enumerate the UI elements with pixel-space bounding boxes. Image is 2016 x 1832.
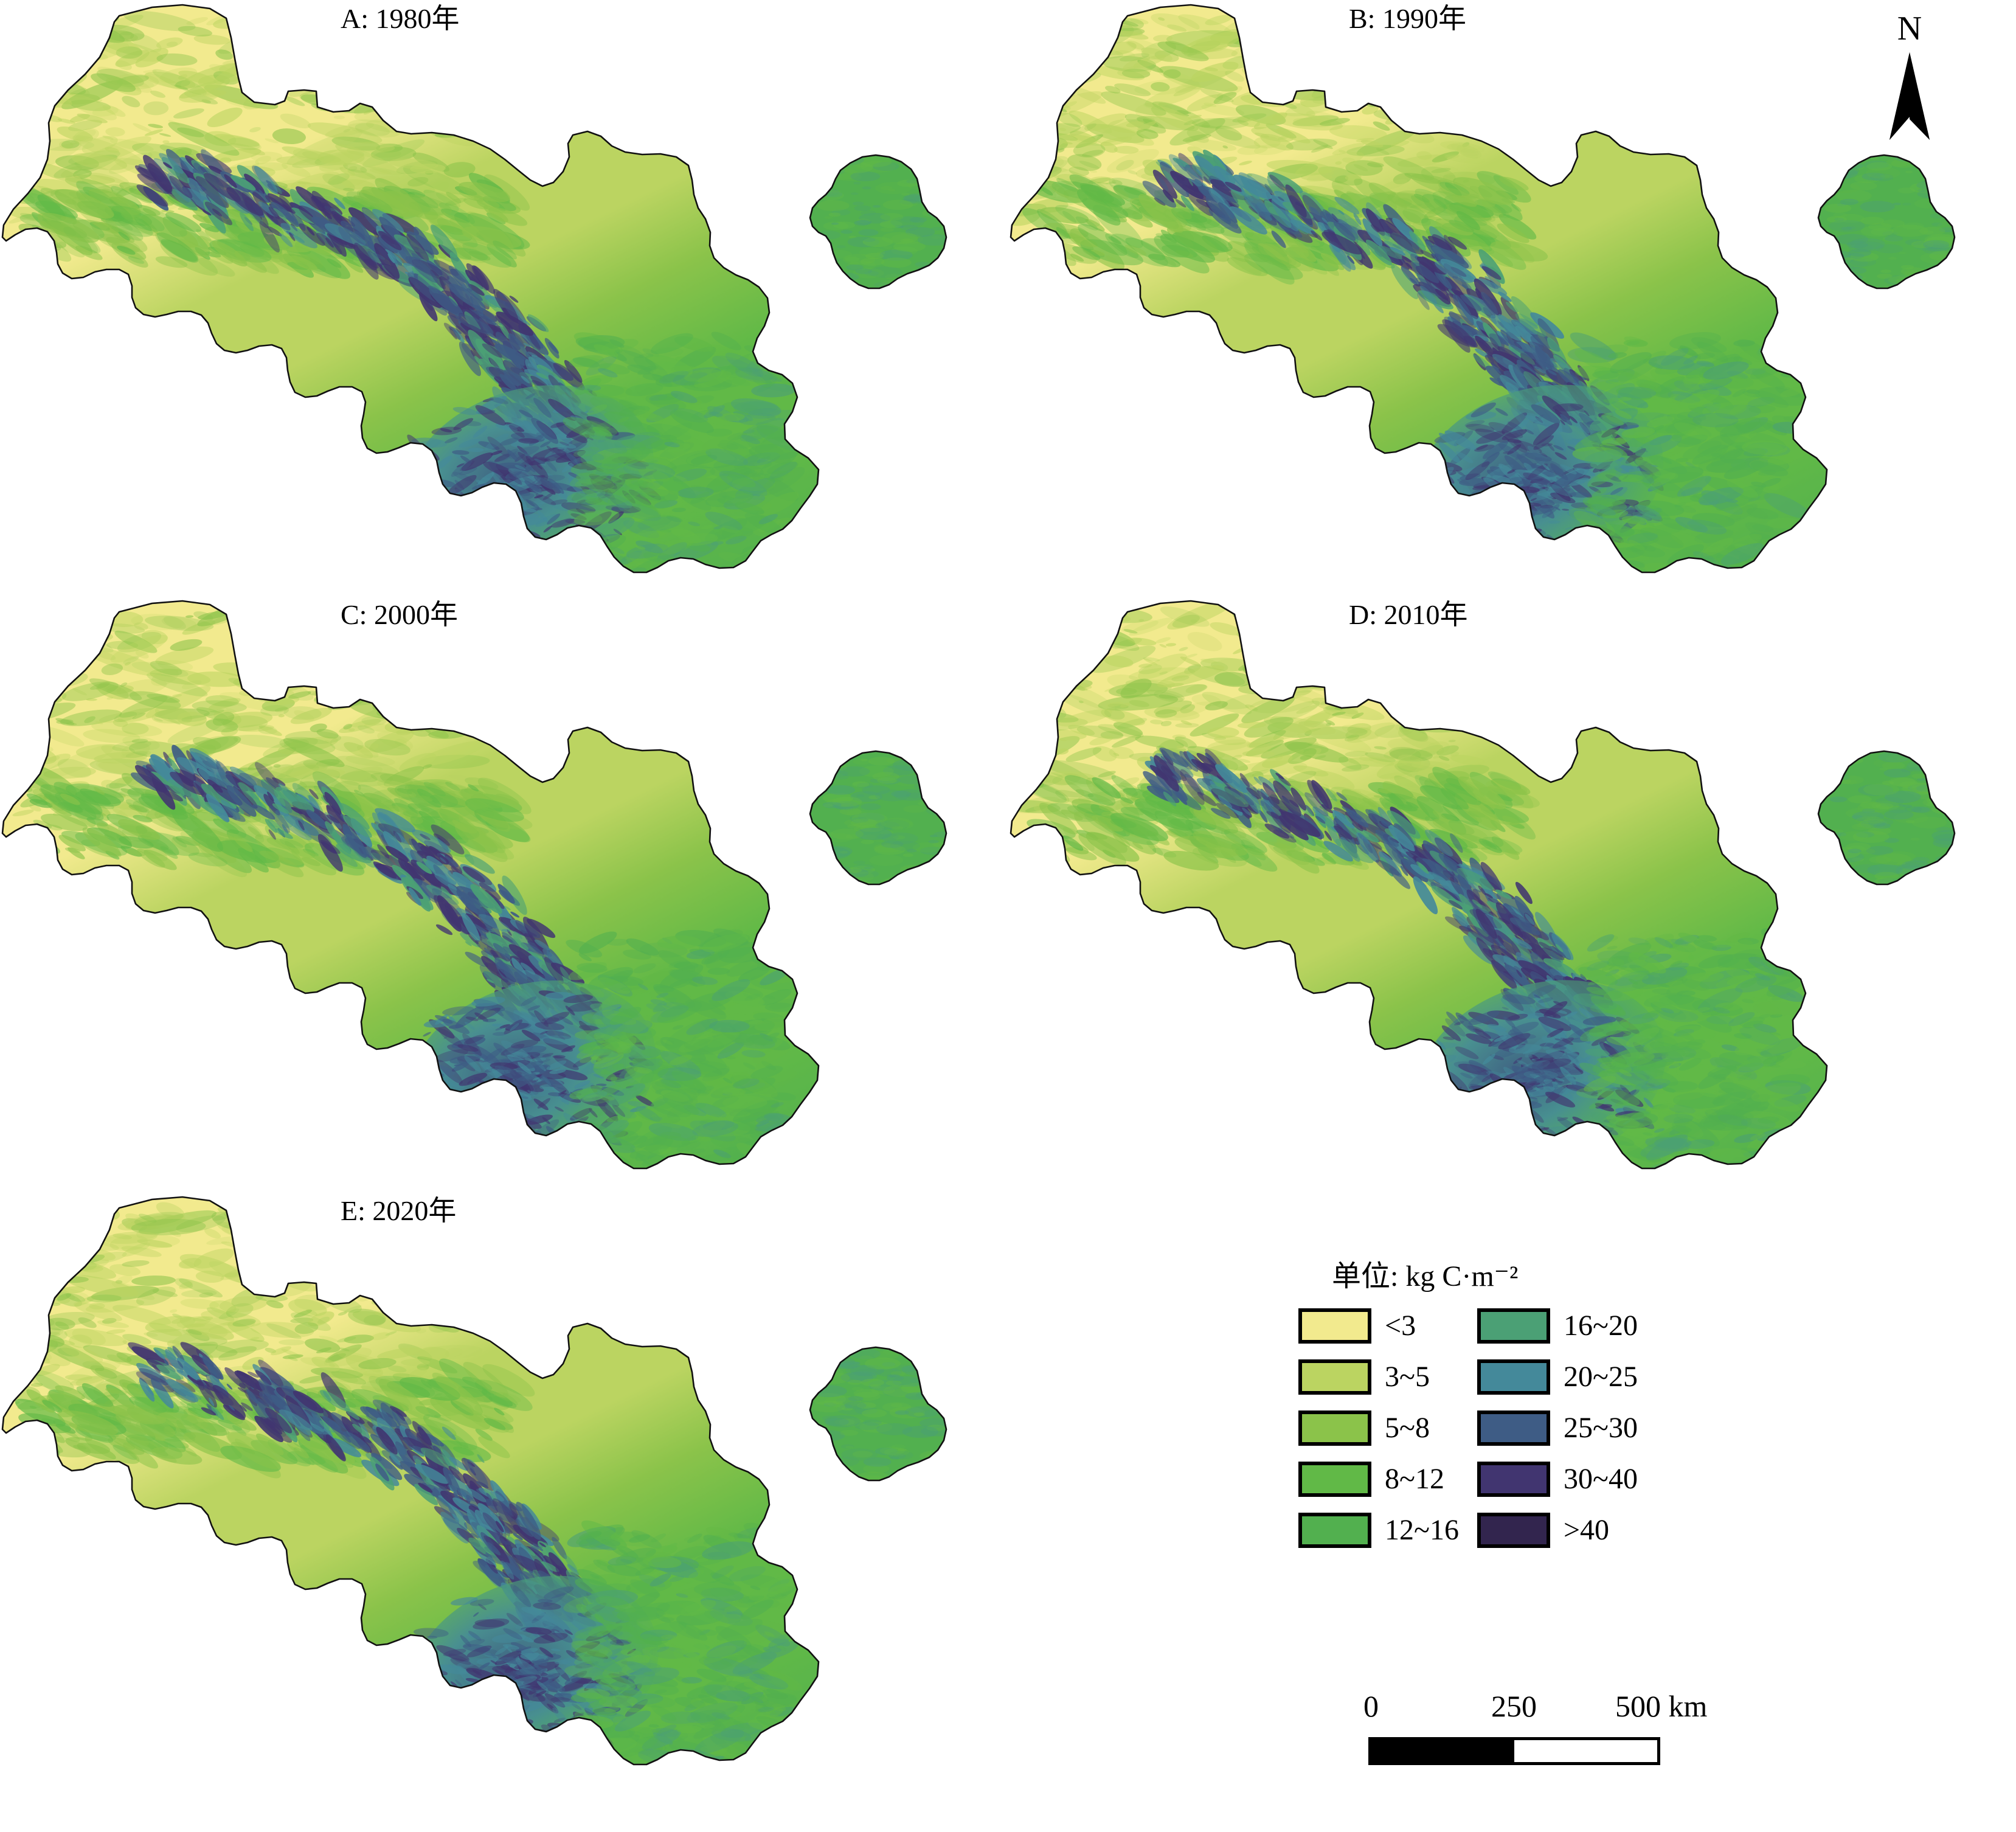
province-boundary <box>1010 600 1828 1170</box>
legend-label: 20~25 <box>1563 1361 1638 1393</box>
legend-label: 8~12 <box>1385 1463 1444 1495</box>
legend-column-left: <3 3~5 5~8 8~12 12~16 <box>1298 1307 1459 1549</box>
legend-item: >40 <box>1477 1511 1638 1549</box>
legend-title: 单位: kg C·m⁻² <box>1332 1260 1519 1292</box>
legend-item: 8~12 <box>1298 1460 1459 1498</box>
legend-item: 16~20 <box>1477 1307 1638 1345</box>
legend-item: 25~30 <box>1477 1409 1638 1447</box>
map-graphic-2000 <box>0 596 1008 1204</box>
carbon-density-surface <box>2 1197 946 1764</box>
north-arrow: N <box>1858 11 1961 145</box>
north-arrow-icon <box>1890 52 1930 140</box>
carbon-density-surface <box>1011 601 1955 1168</box>
legend-item: 5~8 <box>1298 1409 1459 1447</box>
legend-label: 30~40 <box>1563 1463 1638 1495</box>
province-boundary-exclave <box>1817 750 1956 886</box>
province-boundary <box>1010 4 1828 574</box>
legend-item: 3~5 <box>1298 1358 1459 1396</box>
legend-item: 30~40 <box>1477 1460 1638 1498</box>
legend-item: 12~16 <box>1298 1511 1459 1549</box>
province-boundary-exclave <box>809 154 947 290</box>
legend-label: 25~30 <box>1563 1412 1638 1444</box>
panel-title-2020: E: 2020年 <box>341 1195 457 1226</box>
map-panel-2010: D: 2010年 <box>1008 596 2016 1204</box>
province-boundary-exclave <box>1817 154 1956 290</box>
scale-tick-250: 250 <box>1491 1689 1537 1723</box>
legend-swatch <box>1298 1359 1371 1395</box>
scale-tick-500: 500 km <box>1615 1689 1708 1723</box>
legend-swatch <box>1477 1308 1550 1344</box>
province-boundary <box>1 600 820 1170</box>
legend-swatch <box>1298 1462 1371 1497</box>
legend-swatch <box>1477 1359 1550 1395</box>
panel-title-1990: B: 1990年 <box>1349 3 1466 34</box>
legend-swatch <box>1298 1308 1371 1344</box>
province-boundary-exclave <box>809 1346 947 1482</box>
map-graphic-1990 <box>1008 0 2016 608</box>
map-panel-1980: A: 1980年 <box>0 0 1008 608</box>
province-boundary <box>1 1196 820 1766</box>
legend-item: <3 <box>1298 1307 1459 1345</box>
north-arrow-label: N <box>1897 10 1922 47</box>
legend-swatch <box>1477 1410 1550 1446</box>
gansu-map-svg <box>1 1196 947 1766</box>
legend-label: >40 <box>1563 1514 1610 1546</box>
legend-swatch <box>1477 1513 1550 1548</box>
legend-label: 12~16 <box>1385 1514 1459 1546</box>
scale-bar-segment-empty <box>1514 1740 1657 1762</box>
legend-swatch <box>1477 1462 1550 1497</box>
map-graphic-2020 <box>0 1192 1008 1800</box>
map-graphic-1980 <box>0 0 1008 608</box>
map-panel-2000: C: 2000年 <box>0 596 1008 1204</box>
scale-bar-ticks: 0 250 500 km <box>1332 1691 1794 1733</box>
scale-tick-0: 0 <box>1363 1689 1379 1723</box>
map-panel-1990: B: 1990年 <box>1008 0 2016 608</box>
province-boundary-exclave <box>809 750 947 886</box>
scale-bar-graphic <box>1368 1737 1660 1765</box>
legend-swatch <box>1298 1410 1371 1446</box>
gansu-map-svg <box>1010 4 1956 574</box>
panel-title-2010: D: 2010年 <box>1349 599 1468 630</box>
legend: 单位: kg C·m⁻² <3 3~5 5~8 8~12 12~16 <box>1298 1262 1846 1627</box>
carbon-density-surface <box>2 601 946 1168</box>
panel-title-2000: C: 2000年 <box>341 599 458 630</box>
legend-column-right: 16~20 20~25 25~30 30~40 >40 <box>1477 1307 1638 1549</box>
gansu-map-svg <box>1 4 947 574</box>
legend-label: 16~20 <box>1563 1310 1638 1342</box>
scale-bar: 0 250 500 km <box>1332 1691 1794 1794</box>
gansu-map-svg <box>1010 600 1956 1170</box>
province-boundary <box>1 4 820 574</box>
legend-label: 3~5 <box>1385 1361 1430 1393</box>
map-panel-2020: E: 2020年 <box>0 1192 1008 1800</box>
scale-bar-segment-filled <box>1371 1740 1514 1762</box>
gansu-map-svg <box>1 600 947 1170</box>
legend-label: 5~8 <box>1385 1412 1430 1444</box>
legend-columns: <3 3~5 5~8 8~12 12~16 16~20 <box>1298 1307 1846 1549</box>
legend-label: <3 <box>1385 1310 1416 1342</box>
map-graphic-2010 <box>1008 596 2016 1204</box>
legend-item: 20~25 <box>1477 1358 1638 1396</box>
carbon-density-surface <box>2 5 946 572</box>
panel-title-1980: A: 1980年 <box>341 3 460 34</box>
legend-swatch <box>1298 1513 1371 1548</box>
